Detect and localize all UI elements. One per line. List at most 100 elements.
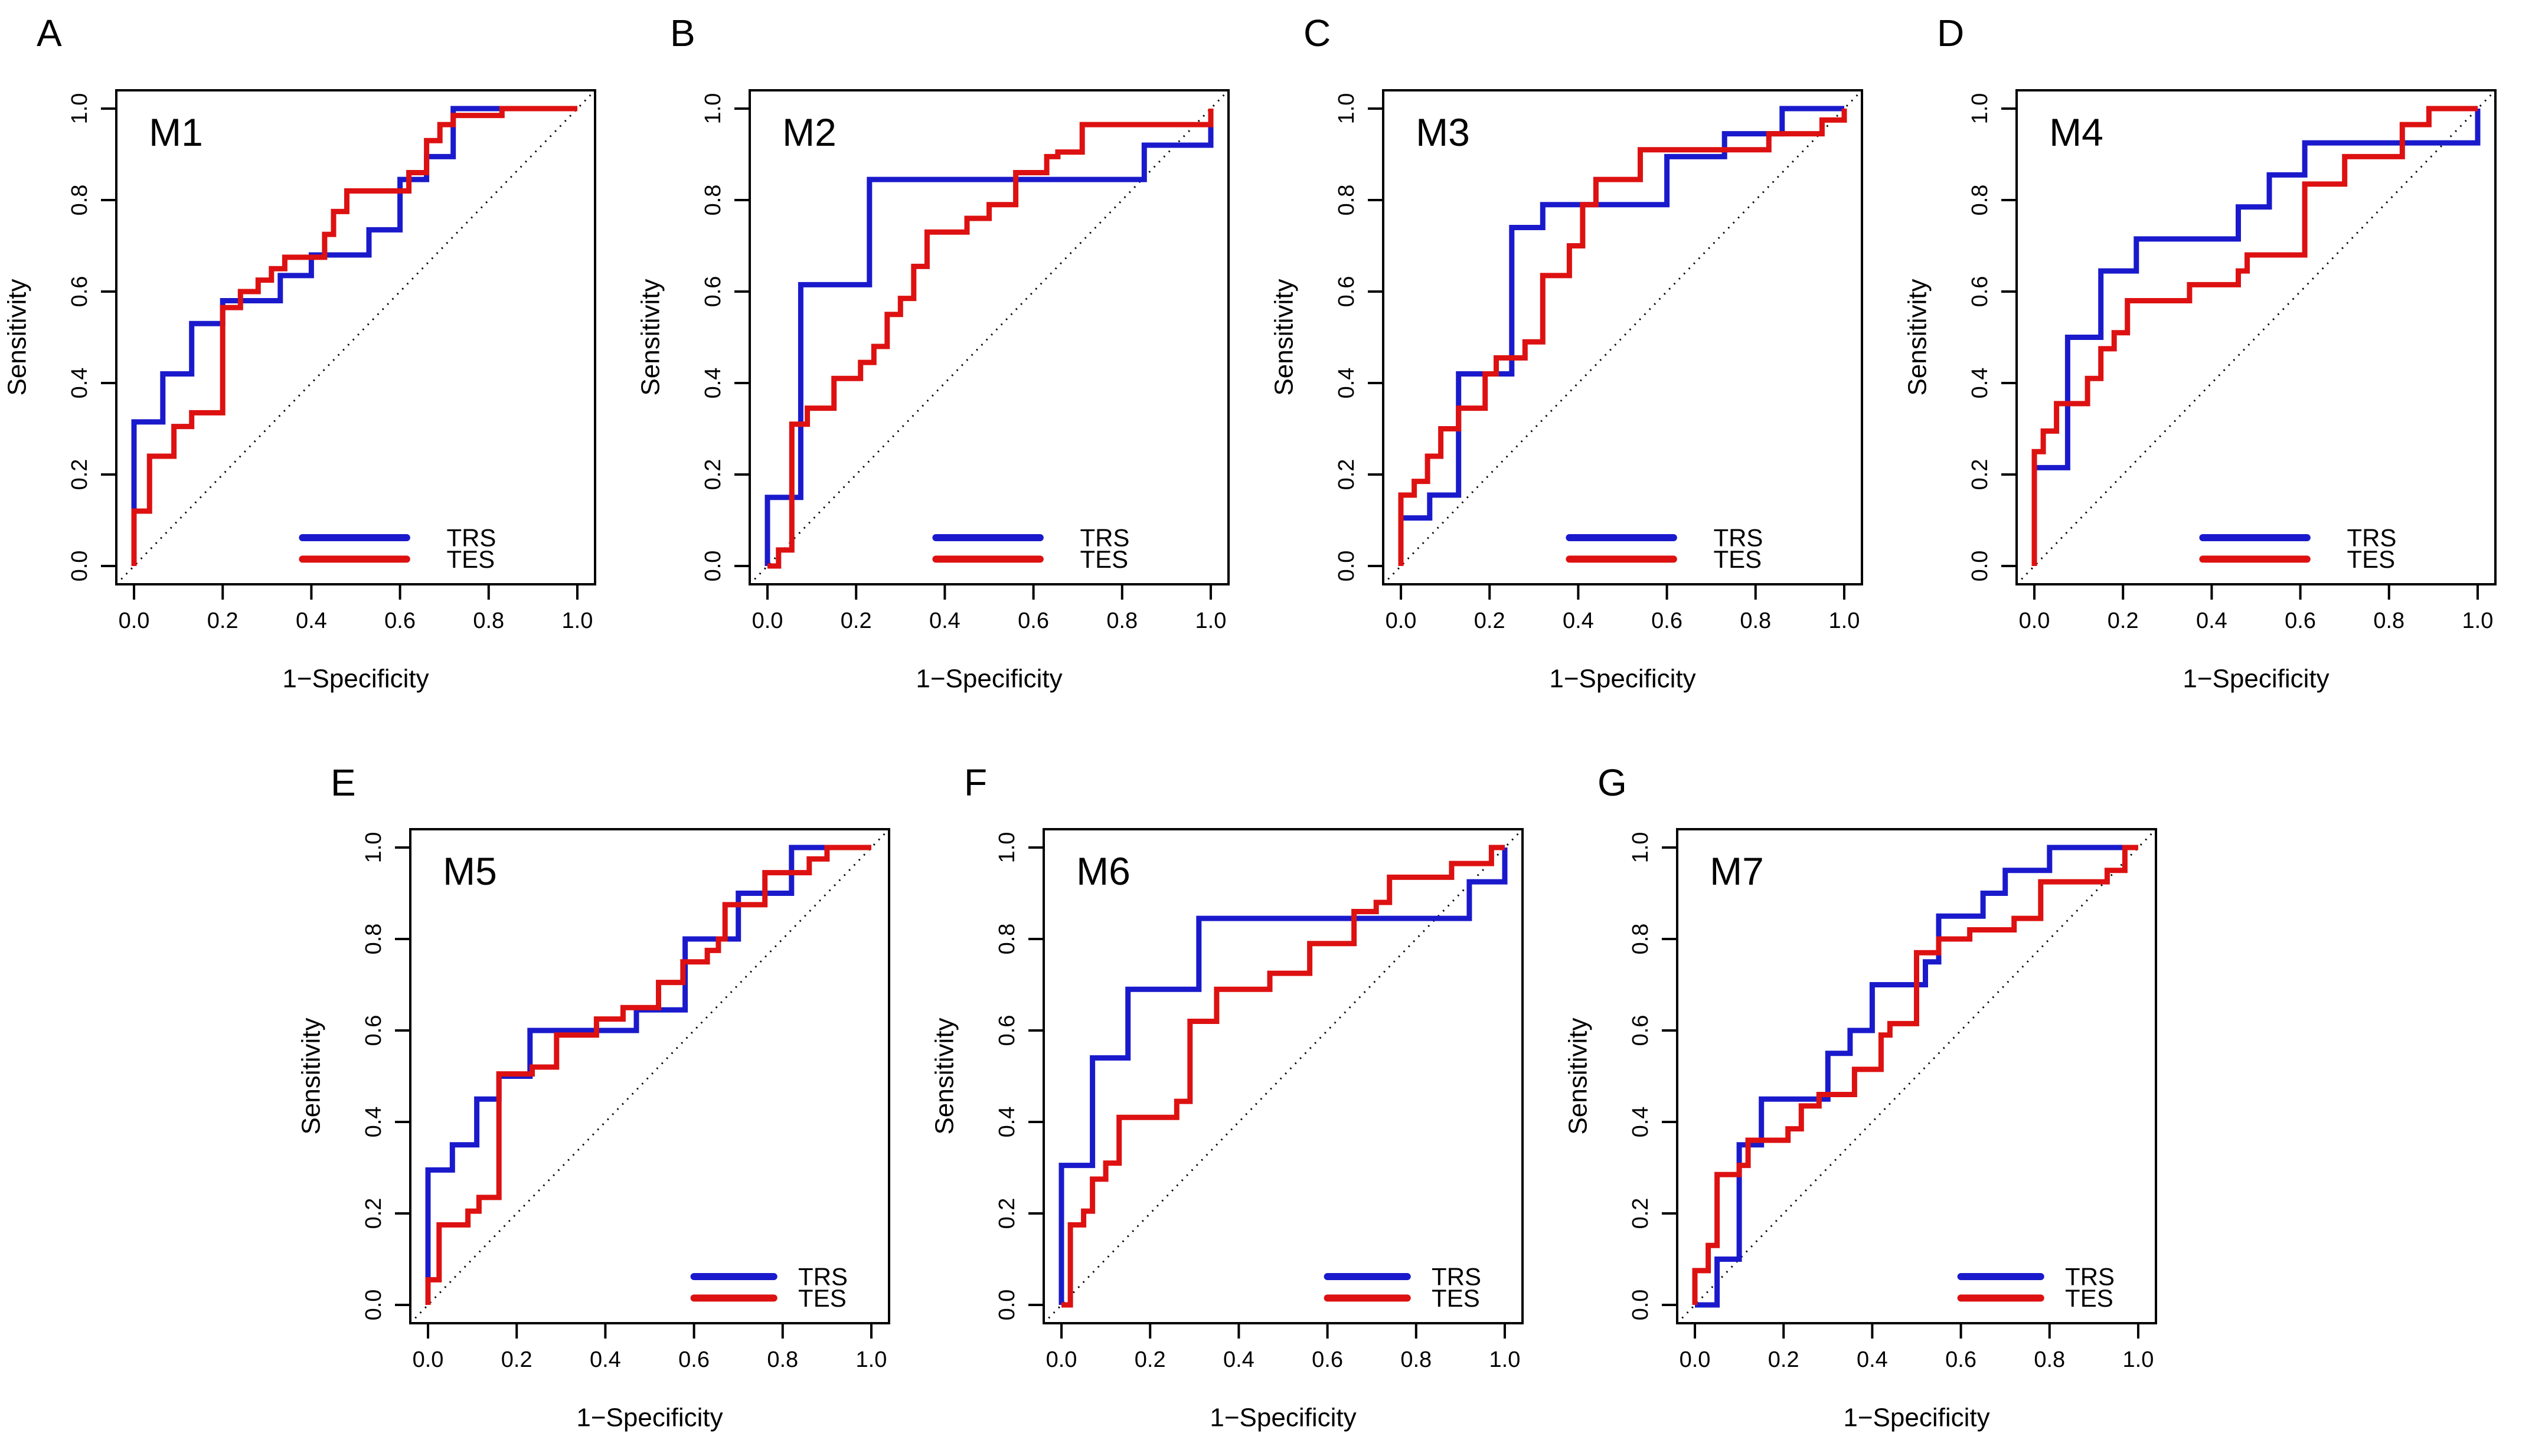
panel-M2: B 0.0 0.2 0.4 0.6 0.8 1.0 0.0 0.2 0.4 0.6 0.8 1.0 1−S… — [636, 12, 1230, 693]
legend-label-tes: TES — [2065, 1284, 2113, 1312]
panel-M4: D 0.0 0.2 0.4 0.6 0.8 1.0 0.0 0.2 0.4 0.6 0.8 1.0 1−S… — [1903, 12, 2497, 693]
x-tick-label: 0.6 — [1651, 608, 1682, 633]
x-tick-label: 0.6 — [1018, 608, 1049, 633]
tes-curve-M1 — [131, 106, 577, 566]
y-axis-title: Sensitivity — [1270, 279, 1299, 395]
x-tick-label: 0.4 — [1563, 608, 1594, 633]
chance-diagonal — [1676, 828, 2157, 1324]
legend-label-trs: TRS — [1713, 523, 1763, 551]
trs-curve-M3 — [1398, 106, 1844, 566]
panel-title-M2: M2 — [782, 110, 837, 154]
y-tick-label: 0.2 — [701, 459, 726, 490]
chance-diagonal — [1043, 828, 1524, 1324]
y-tick-label: 0.0 — [995, 1290, 1020, 1321]
tes-curve-M5 — [425, 845, 871, 1305]
x-tick-label: 0.4 — [1223, 1347, 1254, 1372]
y-tick-label: 0.2 — [1628, 1198, 1653, 1229]
x-tick-label: 1.0 — [562, 608, 593, 633]
legend-label-trs: TRS — [446, 523, 496, 551]
plot-frame — [749, 89, 1230, 585]
y-tick-label: 0.8 — [701, 185, 726, 216]
x-tick-label: 1.0 — [1829, 608, 1860, 633]
plot-frame — [115, 89, 596, 585]
x-tick-label: 0.8 — [2034, 1347, 2065, 1372]
panel-letter-F: F — [964, 761, 987, 804]
y-tick-label: 0.8 — [1334, 185, 1359, 216]
legend-label-trs: TRS — [798, 1262, 848, 1290]
legend-label-tes: TES — [1713, 545, 1762, 573]
y-tick-label: 0.0 — [67, 551, 92, 582]
chance-diagonal — [749, 89, 1230, 585]
y-tick-label: 0.8 — [1628, 924, 1653, 955]
legend-label-trs: TRS — [1432, 1262, 1481, 1290]
legend-label-trs: TRS — [1080, 523, 1129, 551]
y-tick-label: 0.4 — [1628, 1107, 1653, 1138]
panel-letter-D: D — [1937, 12, 1964, 54]
x-axis-title: 1−Specificity — [2183, 665, 2329, 693]
panel-letter-A: A — [37, 12, 62, 54]
x-tick-label: 0.0 — [2019, 608, 2050, 633]
x-tick-label: 0.2 — [501, 1347, 532, 1372]
plot-frame — [1043, 828, 1524, 1324]
y-tick-label: 1.0 — [1968, 93, 1992, 125]
y-tick-label: 0.0 — [1628, 1290, 1653, 1321]
panel-M7: G 0.0 0.2 0.4 0.6 0.8 1.0 0.0 0.2 0.4 0.6 0.8 1.0 1−S… — [1564, 761, 2157, 1432]
y-tick-label: 0.6 — [1968, 276, 1992, 307]
x-tick-label: 0.0 — [1680, 1347, 1711, 1372]
legend-label-trs: TRS — [2065, 1262, 2115, 1290]
legend-label-tes: TES — [1432, 1284, 1480, 1312]
plot-frame — [1382, 89, 1863, 585]
x-axis-title: 1−Specificity — [1843, 1403, 1989, 1432]
plot-frame — [1676, 828, 2157, 1324]
y-axis-title: Sensitivity — [636, 279, 665, 395]
y-tick-label: 0.0 — [361, 1290, 386, 1321]
panel-letter-C: C — [1303, 12, 1331, 54]
x-axis-title: 1−Specificity — [1549, 665, 1695, 693]
x-tick-label: 0.8 — [1400, 1347, 1432, 1372]
x-tick-label: 1.0 — [1195, 608, 1227, 633]
y-axis-title: Sensitivity — [1903, 279, 1932, 395]
y-tick-label: 0.0 — [1968, 551, 1992, 582]
x-tick-label: 1.0 — [856, 1347, 887, 1372]
y-axis-title: Sensitivity — [1564, 1017, 1593, 1134]
y-axis-title: Sensitivity — [3, 279, 32, 395]
y-tick-label: 0.2 — [1334, 459, 1359, 490]
y-tick-label: 0.4 — [1968, 368, 1992, 399]
legend-label-tes: TES — [1080, 545, 1128, 573]
x-tick-label: 0.4 — [929, 608, 960, 633]
x-tick-label: 0.6 — [1312, 1347, 1343, 1372]
y-tick-label: 0.6 — [995, 1015, 1020, 1046]
x-axis-title: 1−Specificity — [282, 665, 429, 693]
y-tick-label: 0.0 — [701, 551, 726, 582]
panel-M3: C 0.0 0.2 0.4 0.6 0.8 1.0 0.0 0.2 0.4 0.6 0.8 1.0 1−S… — [1270, 12, 1863, 693]
x-tick-label: 0.8 — [1106, 608, 1138, 633]
y-axis-title: Sensitivity — [297, 1017, 326, 1134]
y-tick-label: 0.6 — [67, 276, 92, 307]
chance-diagonal — [1382, 89, 1863, 585]
legend-label-tes: TES — [798, 1284, 847, 1312]
plot-frame — [409, 828, 890, 1324]
trs-curve-M2 — [764, 109, 1214, 566]
y-tick-label: 0.6 — [1628, 1015, 1653, 1046]
x-tick-label: 0.6 — [384, 608, 416, 633]
tes-curve-M2 — [767, 109, 1214, 569]
x-tick-label: 0.2 — [2108, 608, 2139, 633]
y-tick-label: 0.4 — [1334, 368, 1359, 399]
y-tick-label: 0.4 — [361, 1107, 386, 1138]
trs-curve-M5 — [425, 845, 871, 1305]
panel-M6: F 0.0 0.2 0.4 0.6 0.8 1.0 0.0 0.2 0.4 0.6 0.8 1.0 1−S… — [930, 761, 1524, 1432]
panel-M5: E 0.0 0.2 0.4 0.6 0.8 1.0 0.0 0.2 0.4 0.6 0.8 1.0 1−S… — [297, 761, 890, 1432]
y-tick-label: 0.8 — [995, 924, 1020, 955]
y-axis-title: Sensitivity — [930, 1017, 959, 1134]
y-tick-label: 0.6 — [361, 1015, 386, 1046]
y-tick-label: 0.2 — [995, 1198, 1020, 1229]
y-tick-label: 1.0 — [995, 832, 1020, 863]
legend-label-tes: TES — [2347, 545, 2395, 573]
x-axis-title: 1−Specificity — [576, 1403, 723, 1432]
x-tick-label: 0.8 — [767, 1347, 798, 1372]
x-tick-label: 0.4 — [296, 608, 327, 633]
x-axis-title: 1−Specificity — [1210, 1403, 1356, 1432]
y-tick-label: 0.4 — [995, 1107, 1020, 1138]
x-tick-label: 0.4 — [1857, 1347, 1888, 1372]
